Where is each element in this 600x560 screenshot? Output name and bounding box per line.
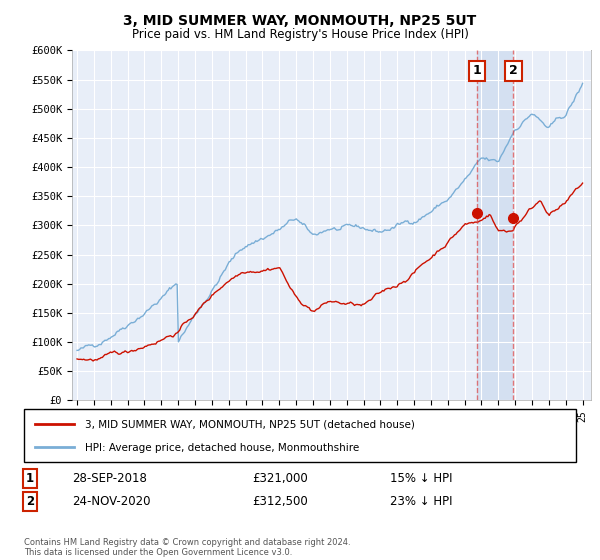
Text: 28-SEP-2018: 28-SEP-2018 — [72, 472, 147, 486]
Text: 15% ↓ HPI: 15% ↓ HPI — [390, 472, 452, 486]
Text: £321,000: £321,000 — [252, 472, 308, 486]
Text: Price paid vs. HM Land Registry's House Price Index (HPI): Price paid vs. HM Land Registry's House … — [131, 28, 469, 41]
Text: 2: 2 — [509, 64, 518, 77]
FancyBboxPatch shape — [24, 409, 576, 462]
Text: Contains HM Land Registry data © Crown copyright and database right 2024.
This d: Contains HM Land Registry data © Crown c… — [24, 538, 350, 557]
Text: £312,500: £312,500 — [252, 494, 308, 508]
Text: 3, MID SUMMER WAY, MONMOUTH, NP25 5UT (detached house): 3, MID SUMMER WAY, MONMOUTH, NP25 5UT (d… — [85, 420, 415, 430]
Text: 23% ↓ HPI: 23% ↓ HPI — [390, 494, 452, 508]
Text: 2: 2 — [26, 494, 34, 508]
Text: 1: 1 — [26, 472, 34, 486]
Text: 24-NOV-2020: 24-NOV-2020 — [72, 494, 151, 508]
Text: 1: 1 — [473, 64, 482, 77]
Text: 3, MID SUMMER WAY, MONMOUTH, NP25 5UT: 3, MID SUMMER WAY, MONMOUTH, NP25 5UT — [124, 14, 476, 28]
Bar — [477, 50, 514, 400]
Text: HPI: Average price, detached house, Monmouthshire: HPI: Average price, detached house, Monm… — [85, 442, 359, 452]
